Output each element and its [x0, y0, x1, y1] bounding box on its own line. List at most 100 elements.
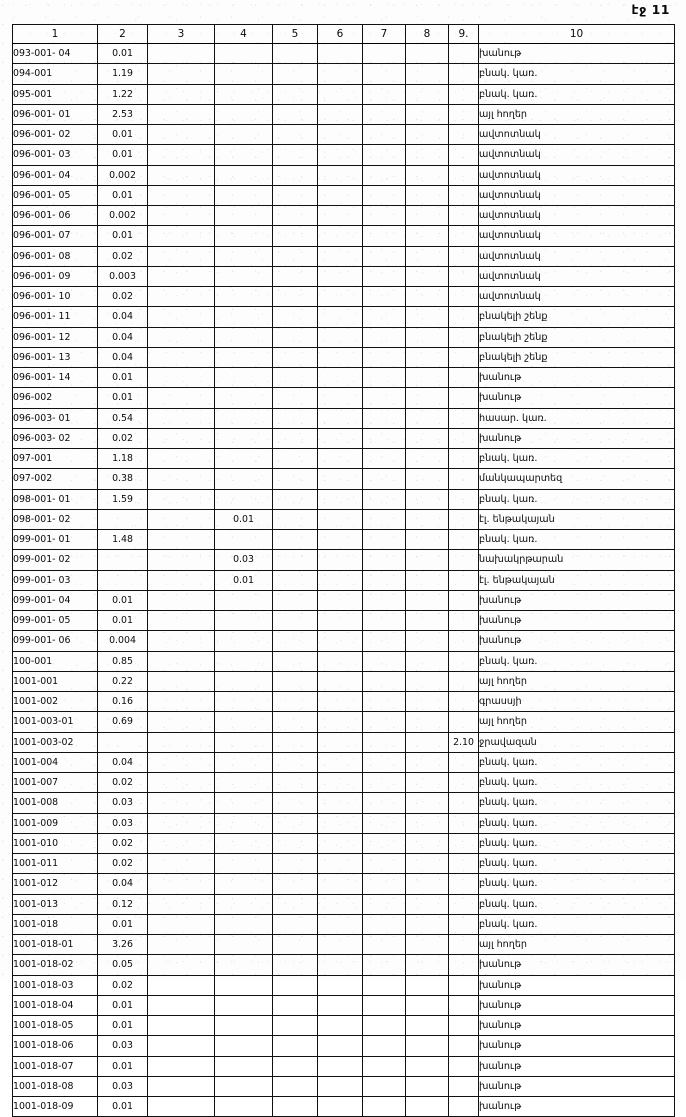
cell-col4: [214, 954, 273, 976]
cell-col1: 1001-008: [12, 792, 98, 814]
cell-col3: [147, 852, 215, 875]
table-row: 1001-018-08 0.03 խանութ: [12, 1075, 675, 1098]
table-row: 1001-003-02 2.10 ջրավազան: [12, 731, 675, 753]
cell-col9: [448, 164, 479, 186]
cell-col6: [317, 184, 363, 207]
cell-col8: [405, 549, 449, 571]
cell-col6: [317, 42, 363, 65]
cell-col1: 1001-018-06: [12, 1035, 98, 1057]
cell-col3: [147, 569, 215, 591]
table-row: 096-001- 04 0.002 ավտոտնակ: [12, 164, 675, 186]
cell-col6: [317, 366, 363, 389]
cell-col2: 0.01: [97, 913, 148, 936]
cell-col9: [448, 285, 479, 308]
cell-col1: 093-001- 04: [12, 42, 98, 65]
cell-col10: ավտոտնակ: [478, 164, 675, 186]
cell-col4: [214, 690, 273, 713]
cell-col2: 0.01: [97, 387, 148, 409]
cell-col7: [362, 913, 406, 936]
cell-col3: [147, 812, 215, 834]
cell-col2: 3.26: [97, 933, 148, 956]
cell-col6: [317, 994, 363, 1017]
table-row: 1001-018 0.01 բնակ. կառ.: [12, 913, 675, 936]
cell-col7: [362, 589, 406, 612]
cell-col4: [214, 103, 273, 126]
cell-col10: խանութ: [478, 589, 675, 612]
cell-col6: [317, 468, 363, 490]
table-row: 097-002 0.38 մանկապարտեզ: [12, 468, 675, 490]
cell-col10: բնակ. կառ.: [478, 893, 675, 915]
cell-col8: [405, 852, 449, 875]
cell-col2: [97, 508, 148, 531]
table-row: 1001-008 0.03 բնակ. կառ.: [12, 792, 675, 814]
cell-col4: [214, 609, 273, 632]
cell-col4: [214, 245, 273, 267]
cell-col6: [317, 1014, 363, 1037]
cell-col10: բնակ. կառ.: [478, 792, 675, 814]
cell-col3: [147, 1095, 215, 1117]
cell-col3: [147, 771, 215, 794]
cell-col1: 1001-011: [12, 852, 98, 875]
cell-col8: [405, 630, 449, 652]
table-row: 1001-010 0.02 բնակ. կառ.: [12, 832, 675, 855]
cell-col2: 0.04: [97, 306, 148, 328]
cell-col5: [272, 832, 318, 855]
cell-col8: [405, 245, 449, 267]
cell-col3: [147, 1014, 215, 1037]
cell-col8: [405, 427, 449, 450]
cell-col8: [405, 447, 449, 470]
cell-col8: [405, 468, 449, 490]
cell-col2: 1.18: [97, 447, 148, 470]
table-row: 099-001- 02 0.03 նախակրթարան: [12, 549, 675, 571]
cell-col10: բնակ. կառ.: [478, 751, 675, 774]
cell-col6: [317, 589, 363, 612]
cell-col9: [448, 123, 479, 146]
cell-col8: [405, 508, 449, 531]
cell-col10: ավտոտնակ: [478, 204, 675, 227]
cell-col4: [214, 933, 273, 956]
cell-col9: [448, 346, 479, 369]
cell-col1: 1001-003-01: [12, 711, 98, 733]
cell-col6: [317, 731, 363, 753]
cell-col7: [362, 873, 406, 895]
cell-col5: [272, 1035, 318, 1057]
cell-col3: [147, 994, 215, 1017]
cell-col5: [272, 204, 318, 227]
cell-col9: [448, 994, 479, 1017]
cell-col3: [147, 913, 215, 936]
cell-col8: [405, 731, 449, 753]
cell-col5: [272, 508, 318, 531]
cell-col2: 0.01: [97, 1095, 148, 1117]
cell-col7: [362, 63, 406, 85]
cell-col9: [448, 326, 479, 348]
cell-col9: [448, 427, 479, 450]
cell-col10: բնակ. կառ.: [478, 650, 675, 672]
cell-col5: [272, 812, 318, 834]
cell-col10: նախակրթարան: [478, 549, 675, 571]
cell-col7: [362, 569, 406, 591]
cell-col9: [448, 913, 479, 936]
table-row: 1001-018-09 0.01 խանութ: [12, 1095, 675, 1117]
cell-col5: [272, 63, 318, 85]
cell-col2: 0.02: [97, 285, 148, 308]
cell-col7: [362, 326, 406, 348]
cell-col3: [147, 366, 215, 389]
cell-col10: ավտոտնակ: [478, 285, 675, 308]
cell-col3: [147, 488, 215, 510]
cell-col8: [405, 933, 449, 956]
cell-col2: 1.48: [97, 528, 148, 551]
cell-col4: [214, 670, 273, 693]
cell-col4: [214, 447, 273, 470]
cell-col1: 099-001- 01: [12, 528, 98, 551]
table-body: 093-001- 04 0.01 խանութ 094-001 1.19 բնակ. կա…: [12, 42, 675, 1117]
cell-col5: [272, 1014, 318, 1037]
cell-col8: [405, 346, 449, 369]
cell-col7: [362, 1075, 406, 1098]
cell-col4: [214, 204, 273, 227]
cell-col5: [272, 468, 318, 490]
cell-col5: [272, 893, 318, 915]
cell-col10: այլ հողեր: [478, 933, 675, 956]
table-row: 1001-011 0.02 բնակ. կառ.: [12, 852, 675, 875]
cell-col4: [214, 630, 273, 652]
cell-col4: [214, 366, 273, 389]
